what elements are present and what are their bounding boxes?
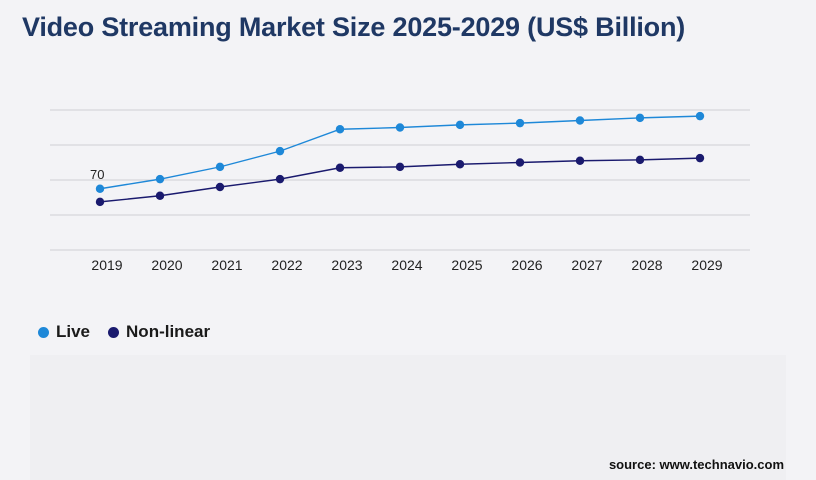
x-tick-label: 2023 <box>331 257 362 273</box>
lower-panel <box>30 355 786 480</box>
data-point-live <box>575 116 585 125</box>
data-point-nonlinear <box>215 182 225 192</box>
data-point-live <box>695 111 705 121</box>
x-tick-label: 2027 <box>571 257 602 273</box>
data-point-nonlinear <box>275 174 285 184</box>
data-point-live <box>275 146 285 156</box>
data-point-nonlinear <box>635 155 645 165</box>
data-point-live <box>335 125 345 134</box>
chart-title: Video Streaming Market Size 2025-2029 (U… <box>22 12 686 42</box>
legend-marker-nonlinear <box>108 326 120 338</box>
legend-item-live[interactable]: Live <box>38 322 90 342</box>
data-point-nonlinear <box>395 162 405 172</box>
data-point-live <box>635 113 645 123</box>
legend-label-live: Live <box>56 322 91 341</box>
legend-item-nonlinear[interactable]: Non-linear <box>108 322 210 342</box>
data-point-live <box>215 162 225 172</box>
data-point-live <box>95 184 105 193</box>
x-tick-label: 2020 <box>151 257 182 273</box>
source-credit: source: www.technavio.com <box>608 457 784 472</box>
legend: Live Non-linear <box>38 322 210 342</box>
x-tick-label: 2026 <box>511 257 542 273</box>
data-point-nonlinear <box>455 160 465 169</box>
x-tick-label: 2019 <box>91 257 122 273</box>
data-point-live <box>395 123 405 132</box>
data-point-nonlinear <box>695 153 705 163</box>
data-point-live <box>155 174 165 184</box>
x-tick-label: 2025 <box>451 257 482 273</box>
x-tick-label: 2022 <box>271 257 302 273</box>
legend-label-nonlinear: Non-linear <box>126 322 211 341</box>
data-point-live <box>455 120 465 130</box>
legend-marker-live <box>38 326 49 338</box>
x-tick-label: 2028 <box>631 257 662 273</box>
data-point-nonlinear <box>515 158 525 167</box>
x-tick-label: 2029 <box>691 257 722 273</box>
data-point-live <box>515 118 525 128</box>
x-tick-label: 2024 <box>391 257 422 273</box>
data-point-nonlinear <box>95 197 105 207</box>
data-point-nonlinear <box>155 191 165 200</box>
data-point-nonlinear <box>575 156 585 165</box>
data-label: 70 <box>90 167 104 182</box>
data-point-nonlinear <box>335 163 345 172</box>
line-chart: 2019 2020 2021 2022 2023 2024 2025 2026 2027 2028… <box>50 109 750 273</box>
x-tick-label: 2021 <box>211 257 242 273</box>
